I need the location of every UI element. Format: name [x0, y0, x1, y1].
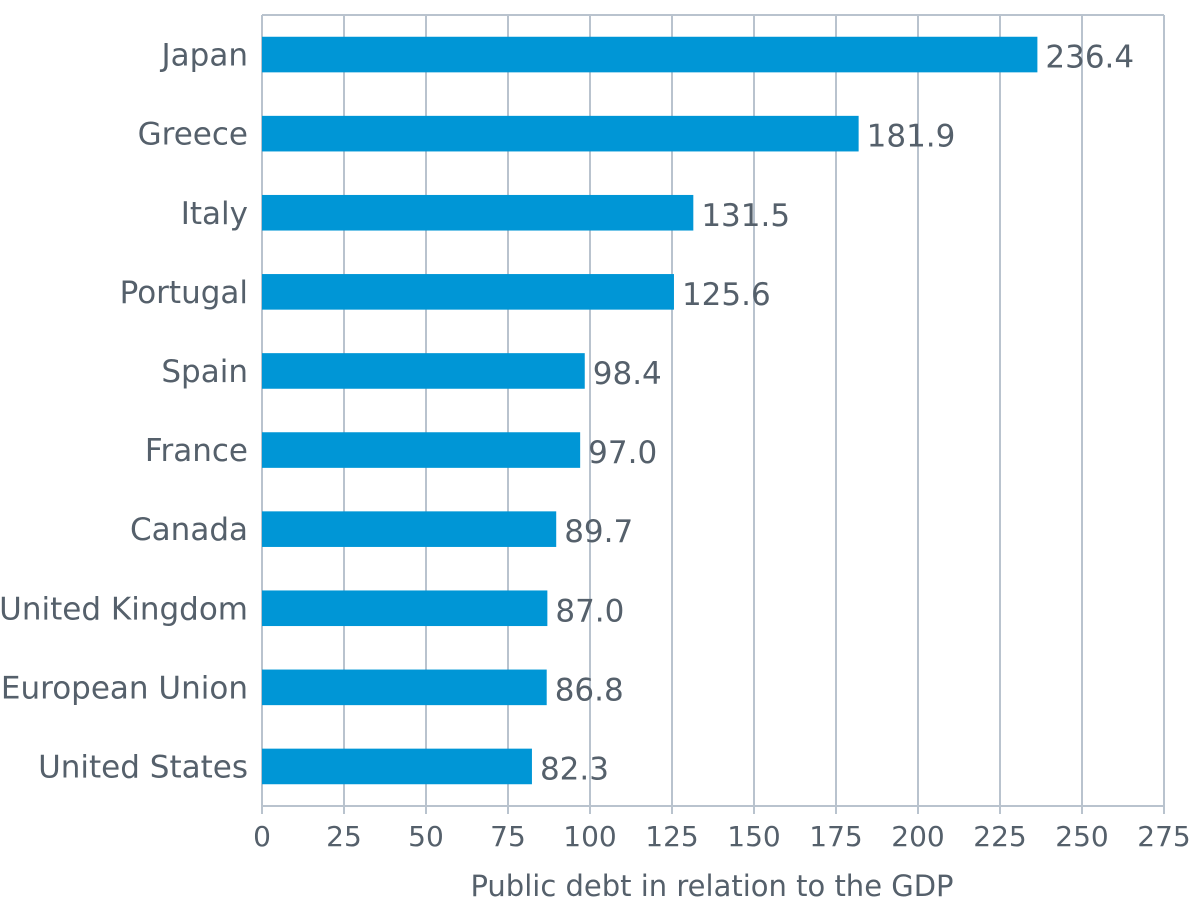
bar [262, 36, 1038, 73]
x-tick-label: 25 [326, 820, 362, 853]
bar [262, 432, 581, 468]
value-label: 98.4 [593, 356, 662, 392]
x-tick-label: 250 [1055, 820, 1108, 853]
value-label: 97.0 [588, 435, 657, 471]
category-label: Japan [160, 38, 248, 74]
category-label: United Kingdom [0, 591, 248, 627]
category-label: Canada [130, 512, 248, 548]
value-label: 125.6 [682, 277, 771, 313]
x-tick-label: 125 [645, 820, 698, 853]
bars [262, 36, 1038, 785]
category-label: Portugal [120, 275, 248, 311]
value-label: 236.4 [1045, 40, 1134, 76]
bar [262, 115, 859, 152]
x-axis-title: Public debt in relation to the GDP [470, 869, 953, 903]
x-tick-label: 150 [727, 820, 780, 853]
category-label: Italy [181, 196, 248, 232]
bar [262, 748, 532, 785]
value-label: 87.0 [555, 593, 624, 629]
value-label: 131.5 [701, 198, 790, 234]
category-label: Greece [138, 117, 248, 153]
x-tick-label: 100 [563, 820, 616, 853]
x-tick-label: 0 [253, 820, 271, 853]
value-label: 82.3 [540, 751, 609, 787]
x-tick-label: 200 [891, 820, 944, 853]
x-tick-label: 275 [1137, 820, 1190, 853]
x-tick-label: 50 [408, 820, 444, 853]
category-label: Spain [161, 354, 248, 390]
bar [262, 511, 557, 547]
bar [262, 353, 585, 389]
value-labels: 236.4 181.9 131.5 125.6 98.4 97.0 89.7 87.0 86.8… [540, 40, 1134, 788]
x-tick-label: 75 [490, 820, 526, 853]
value-label: 181.9 [867, 119, 956, 155]
bar [262, 669, 547, 706]
value-label: 86.8 [555, 672, 624, 708]
bar [262, 590, 548, 627]
bar [262, 194, 694, 231]
x-tick-label: 225 [973, 820, 1026, 853]
category-label: European Union [1, 670, 248, 706]
x-tick-label: 175 [809, 820, 862, 853]
category-label: United States [38, 749, 248, 785]
value-label: 89.7 [564, 514, 633, 550]
x-tick-labels: 0 25 50 75 100 125 150 175 200 225 250 275 [253, 820, 1191, 853]
bar [262, 274, 674, 310]
category-label: France [145, 433, 248, 469]
category-labels: Japan Greece Italy Portugal Spain France Canad… [0, 38, 248, 786]
